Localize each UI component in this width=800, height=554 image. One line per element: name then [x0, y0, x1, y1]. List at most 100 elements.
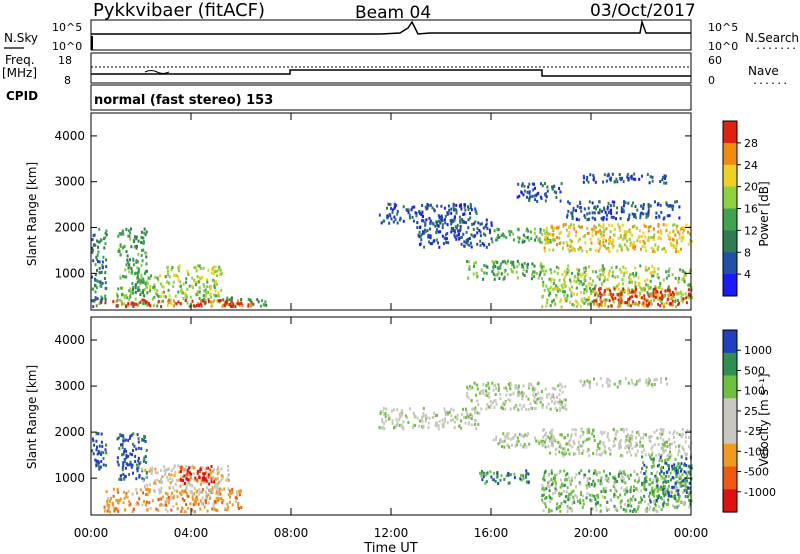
power-cell — [137, 271, 140, 275]
velocity-cell — [378, 425, 381, 429]
power-cell — [436, 223, 439, 227]
velocity-cell — [550, 435, 553, 439]
velocity-cell — [629, 504, 632, 508]
power-cell — [594, 270, 597, 274]
velocity-cell — [154, 471, 157, 475]
power-cell — [671, 299, 674, 303]
power-cell — [522, 268, 525, 272]
velocity-cell — [547, 435, 550, 439]
power-cell — [452, 219, 455, 223]
velocity-cell — [599, 479, 602, 483]
power-cell — [138, 288, 141, 292]
velocity-cell — [215, 477, 218, 481]
power-cell — [468, 237, 471, 240]
velocity-cell — [475, 427, 478, 431]
velocity-cell — [650, 447, 653, 451]
velocity-cell — [673, 440, 676, 444]
power-cell — [223, 304, 226, 308]
velocity-cell — [435, 421, 438, 425]
power-cell — [598, 277, 601, 281]
power-cell — [542, 265, 545, 269]
power-cell — [627, 176, 630, 180]
velocity-cell — [121, 443, 124, 446]
freq-line — [91, 69, 691, 77]
velocity-cell — [427, 421, 430, 425]
power-cell — [437, 219, 440, 223]
velocity-cell — [597, 501, 600, 505]
velocity-cell — [168, 472, 171, 476]
power-cell — [641, 296, 643, 300]
power-cell — [421, 204, 424, 207]
velocity-cell — [601, 432, 604, 436]
power-cell — [135, 302, 138, 306]
velocity-cell — [662, 430, 665, 434]
velocity-cell — [192, 503, 195, 507]
power-cell — [546, 231, 549, 235]
velocity-cell — [619, 379, 622, 383]
power-cell — [647, 208, 650, 212]
power-cell — [549, 268, 552, 272]
power-cell — [685, 301, 688, 305]
velocity-cell — [563, 406, 566, 410]
power-cell — [568, 249, 571, 253]
velocity-cell — [477, 403, 480, 407]
velocity-cell — [566, 509, 569, 513]
power-cell — [640, 287, 643, 291]
power-cell — [671, 273, 674, 277]
velocity-cell — [211, 490, 214, 494]
power-cell — [571, 248, 574, 252]
velocity-cell — [587, 482, 590, 486]
power-cell — [569, 238, 572, 242]
power-cell — [688, 296, 691, 300]
power-cell — [574, 299, 577, 303]
power-cell — [634, 294, 637, 298]
power-cell — [611, 240, 614, 244]
power-cell — [450, 230, 453, 234]
velocity-cell — [603, 445, 606, 449]
velocity-cell — [660, 454, 663, 458]
velocity-cell — [636, 431, 638, 434]
power-cell — [617, 282, 620, 286]
velocity-cell — [501, 444, 503, 448]
velocity-cell — [492, 471, 495, 475]
power-cell — [546, 234, 549, 238]
velocity-cell — [224, 506, 227, 510]
velocity-cell — [125, 462, 128, 466]
power-cell — [152, 304, 155, 308]
power-cell — [485, 271, 488, 275]
power-cell — [265, 303, 268, 307]
velocity-cell — [164, 500, 167, 504]
velocity-cell — [92, 439, 95, 443]
power-cell — [633, 215, 636, 218]
velocity-cell — [539, 400, 542, 404]
power-cell — [576, 204, 579, 208]
power-ytick-label: 2000 — [54, 221, 85, 235]
power-cell — [123, 296, 126, 300]
power-cell — [676, 224, 679, 228]
velocity-cell — [177, 464, 180, 468]
velocity-cell — [607, 477, 610, 481]
power-cell — [436, 229, 439, 233]
velocity-cell — [561, 403, 563, 407]
power-ylabel: Slant Range [km] — [25, 162, 39, 266]
power-cell — [429, 219, 432, 223]
power-cell — [446, 223, 449, 227]
velocity-cell — [489, 400, 492, 403]
power-cell — [685, 224, 688, 227]
velocity-cell — [143, 500, 145, 504]
velocity-scatter-region — [466, 381, 568, 412]
power-cell — [572, 208, 575, 212]
power-cell — [568, 287, 571, 290]
velocity-cell — [237, 489, 240, 493]
power-cell — [236, 302, 239, 305]
power-cell — [539, 270, 542, 274]
power-cell — [458, 236, 461, 240]
power-cell — [134, 290, 137, 294]
velocity-cell — [383, 427, 386, 431]
power-cell — [637, 276, 640, 280]
power-cell — [569, 301, 572, 304]
power-cell — [559, 300, 562, 304]
power-cell — [428, 240, 430, 244]
power-cell — [184, 299, 187, 303]
velocity-cell — [666, 489, 669, 493]
